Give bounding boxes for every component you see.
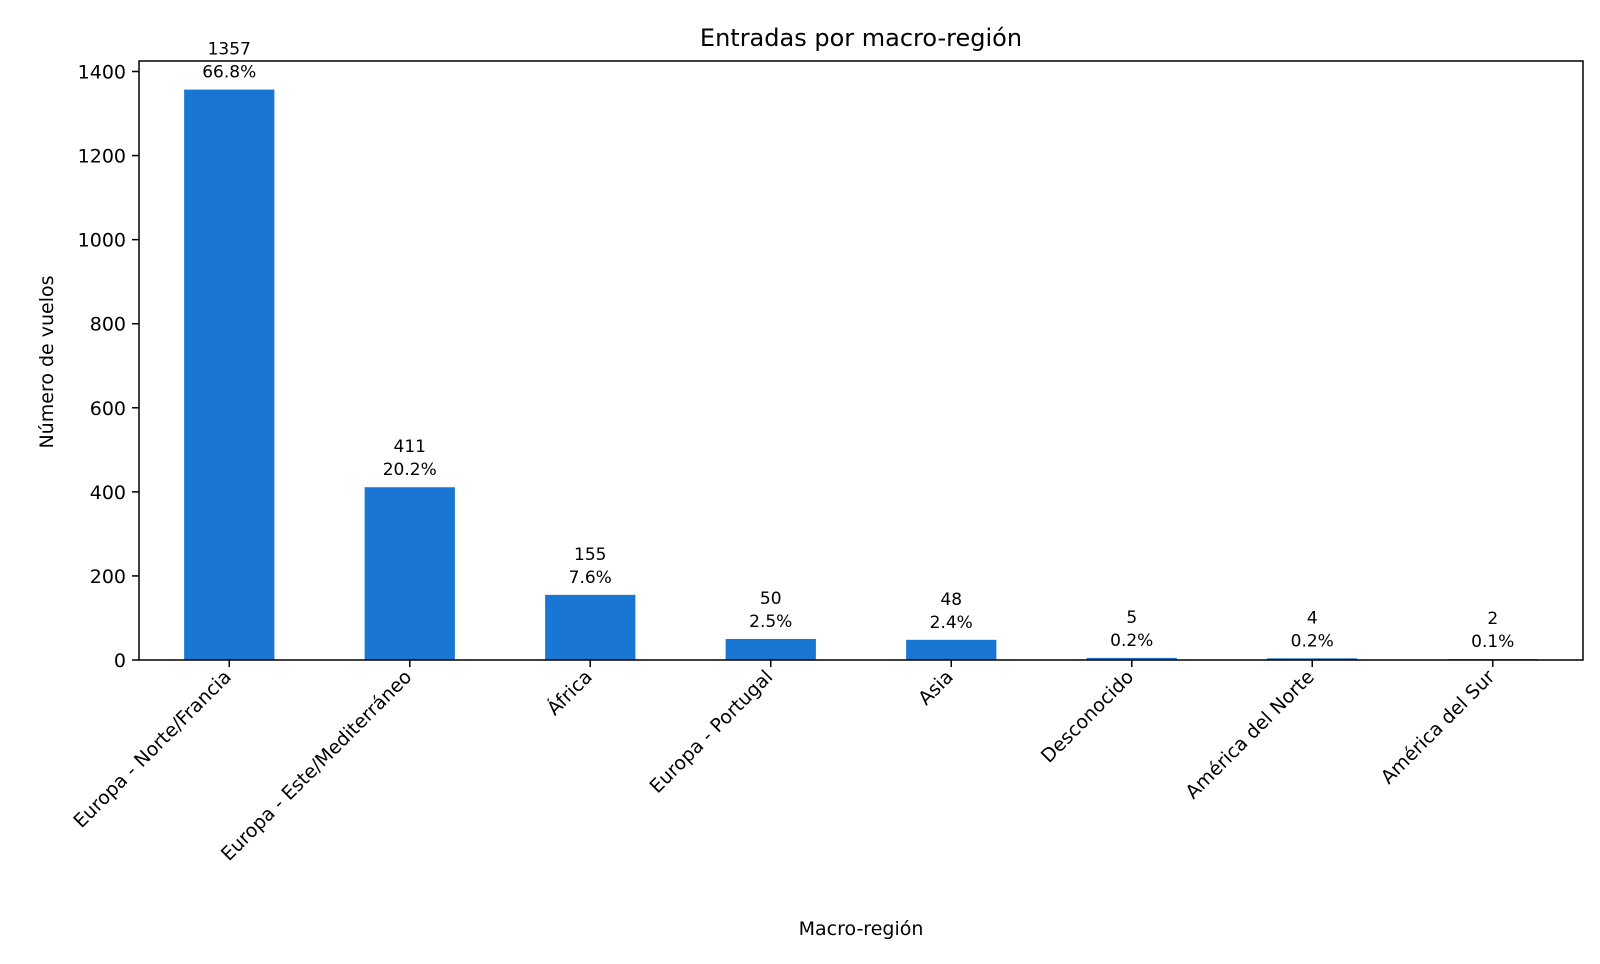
plot-frame (138, 60, 1584, 661)
data-label-value: 411 (394, 437, 426, 457)
y-axis-label: Número de vuelos (36, 275, 58, 448)
data-label-value: 50 (760, 589, 782, 609)
data-label-value: 1357 (208, 40, 251, 60)
data-label-value: 155 (574, 545, 606, 565)
bar (184, 89, 275, 660)
data-label-percent: 2.4% (930, 613, 973, 633)
y-tick-label: 1000 (78, 230, 126, 252)
bar (725, 638, 816, 660)
y-tick-label: 1400 (78, 62, 126, 84)
y-tick-label: 1200 (78, 146, 126, 168)
data-label-value: 2 (1487, 609, 1498, 629)
y-tick-label: 800 (90, 314, 126, 336)
bar (906, 639, 997, 660)
y-tick-label: 200 (90, 566, 126, 588)
bar (1086, 657, 1177, 660)
y-tick-label: 0 (114, 650, 126, 672)
data-label-percent: 0.2% (1291, 631, 1334, 651)
bar (364, 487, 455, 660)
data-label-percent: 0.1% (1471, 632, 1514, 652)
x-axis-label: Macro-región (799, 918, 924, 940)
data-label-percent: 7.6% (569, 568, 612, 588)
x-tick-label: Desconocido (1037, 666, 1138, 767)
x-tick-label: África (542, 665, 597, 720)
x-tick-label: América del Norte (1181, 666, 1318, 803)
data-label-percent: 66.8% (202, 63, 256, 83)
chart-title: Entradas por macro-región (700, 24, 1022, 52)
bar (1267, 658, 1358, 660)
data-label-percent: 2.5% (749, 612, 792, 632)
x-tick-label: Europa - Portugal (645, 666, 777, 798)
data-label-value: 4 (1307, 608, 1318, 628)
x-tick-label: América del Sur (1377, 666, 1500, 789)
data-label-value: 5 (1126, 608, 1137, 628)
x-tick-label: Europa - Norte/Francia (69, 666, 235, 832)
x-tick-label: Asia (914, 666, 958, 710)
y-tick-label: 400 (90, 482, 126, 504)
bar (545, 594, 636, 660)
y-tick-label: 600 (90, 398, 126, 420)
plot-area: 0 200 400 600 800 1000 1200 1400 Europa - Norte/… (69, 40, 1584, 865)
x-tick-label: Europa - Este/Mediterráneo (217, 666, 416, 865)
data-label-value: 48 (940, 590, 962, 610)
data-label-percent: 0.2% (1110, 631, 1153, 651)
data-label-percent: 20.2% (383, 460, 437, 480)
